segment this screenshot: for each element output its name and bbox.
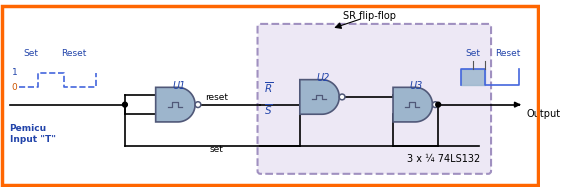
Polygon shape bbox=[156, 87, 195, 122]
Text: Set: Set bbox=[465, 49, 481, 58]
Circle shape bbox=[339, 94, 345, 100]
Text: SR flip-flop: SR flip-flop bbox=[343, 11, 396, 21]
Text: Output: Output bbox=[527, 109, 561, 119]
Text: U2: U2 bbox=[316, 73, 329, 83]
Text: 0: 0 bbox=[12, 83, 17, 92]
Text: Reset: Reset bbox=[495, 49, 520, 58]
Circle shape bbox=[123, 102, 128, 107]
Text: U1: U1 bbox=[172, 81, 185, 91]
Text: 3 x ¼ 74LS132: 3 x ¼ 74LS132 bbox=[407, 154, 481, 164]
Polygon shape bbox=[300, 80, 339, 114]
Text: Reset: Reset bbox=[61, 49, 87, 58]
Text: $\overline{R}$: $\overline{R}$ bbox=[264, 80, 274, 95]
Text: set: set bbox=[209, 145, 223, 154]
Text: Pemicu: Pemicu bbox=[10, 124, 47, 133]
Text: reset: reset bbox=[205, 93, 228, 102]
Text: Set: Set bbox=[23, 49, 38, 58]
Polygon shape bbox=[393, 87, 432, 122]
Circle shape bbox=[432, 102, 438, 108]
FancyBboxPatch shape bbox=[257, 24, 491, 174]
Text: $\overline{S}$: $\overline{S}$ bbox=[264, 102, 273, 117]
Text: U3: U3 bbox=[409, 81, 423, 91]
Circle shape bbox=[436, 102, 441, 107]
Text: Input "T": Input "T" bbox=[10, 135, 56, 144]
Text: 1: 1 bbox=[12, 68, 17, 77]
Circle shape bbox=[195, 102, 201, 108]
